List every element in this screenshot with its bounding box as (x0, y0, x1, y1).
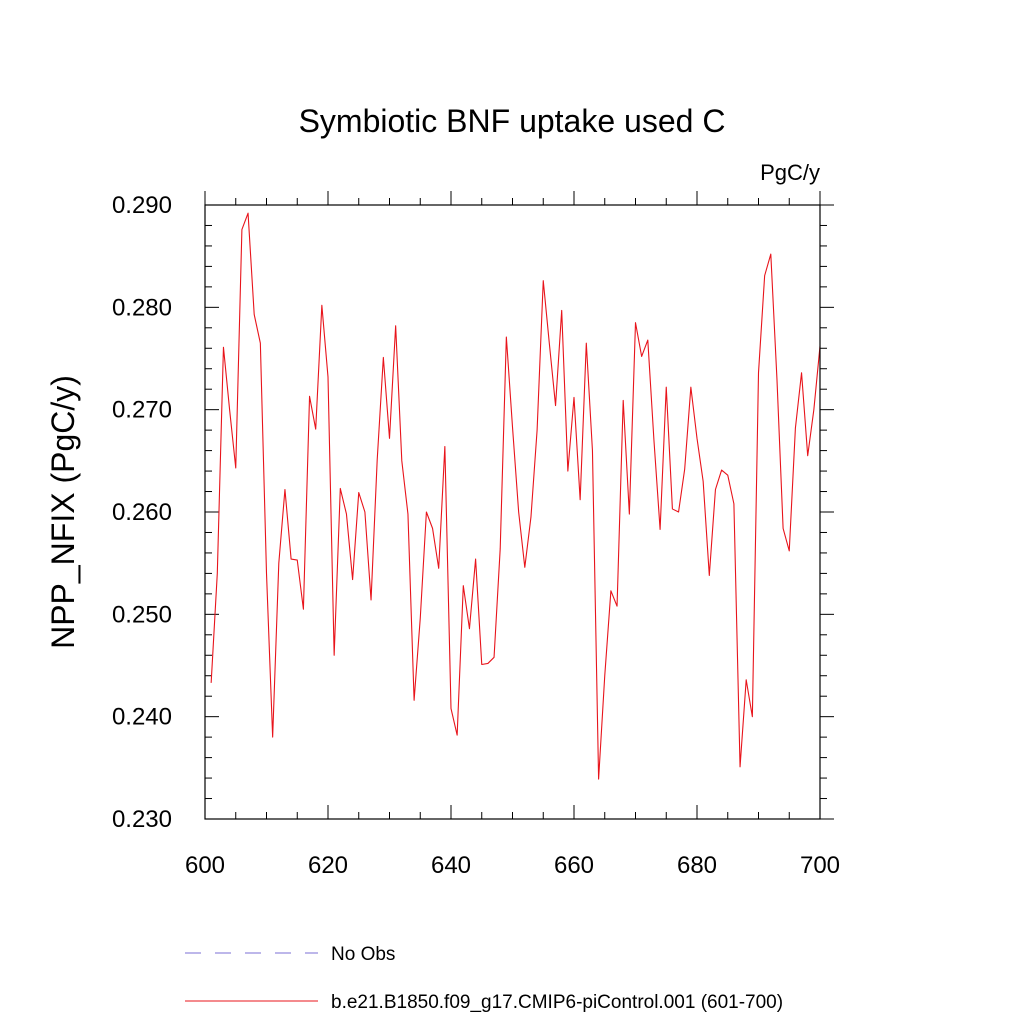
x-tick-label: 600 (185, 852, 225, 879)
y-axis-label: NPP_NFIX (PgC/y) (45, 375, 81, 649)
x-tick-label: 680 (677, 852, 717, 879)
y-tick-label: 0.270 (112, 397, 172, 424)
y-tick-label: 0.230 (112, 806, 172, 833)
y-tick-label: 0.260 (112, 499, 172, 526)
x-tick-label: 640 (431, 852, 471, 879)
plot-frame (204, 204, 821, 820)
chart-title: Symbiotic BNF uptake used C (299, 103, 726, 139)
x-tick-label: 660 (554, 852, 594, 879)
y-tick-label: 0.280 (112, 294, 172, 321)
series-layer (210, 212, 821, 780)
x-tick-label: 700 (800, 852, 840, 879)
x-tick-label: 620 (308, 852, 348, 879)
y-tick-labels: 0.230 0.240 0.250 0.260 0.270 0.280 0.290 (112, 192, 172, 833)
y-tick-label: 0.290 (112, 192, 172, 219)
legend: No Obs b.e21.B1850.f09_g17.CMIP6-piContr… (185, 944, 783, 1013)
x-tick-labels: 600 620 640 660 680 700 (185, 852, 840, 879)
legend-label-picontrol: b.e21.B1850.f09_g17.CMIP6-piControl.001 … (331, 992, 783, 1013)
series-line (210, 212, 821, 780)
y-tick-label: 0.240 (112, 704, 172, 731)
y-tick-label: 0.250 (112, 601, 172, 628)
legend-label-no-obs: No Obs (331, 944, 395, 965)
axis-ticks (204, 191, 834, 820)
units-label: PgC/y (760, 160, 820, 185)
